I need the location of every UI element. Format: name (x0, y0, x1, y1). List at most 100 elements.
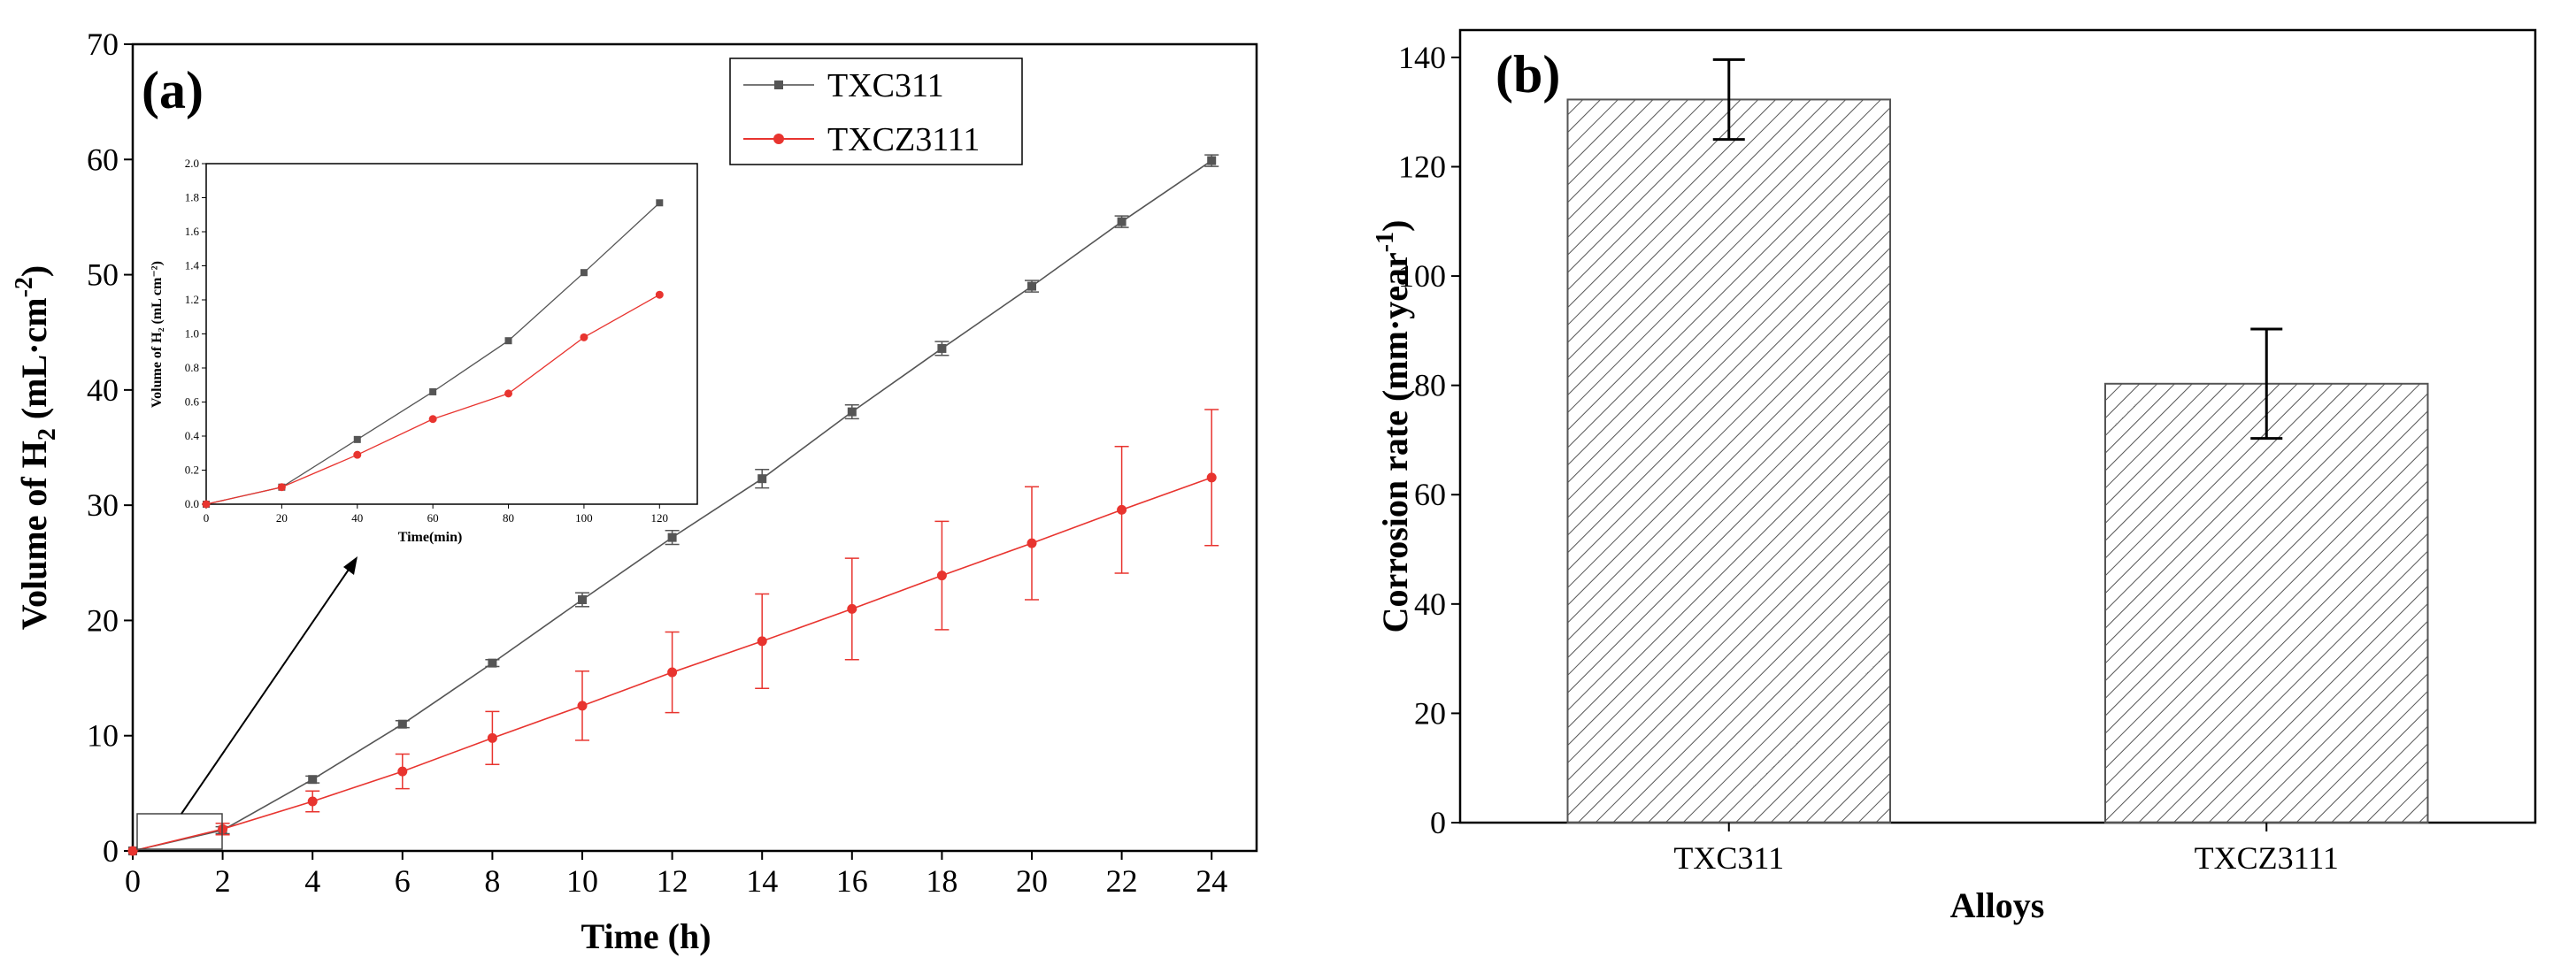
x-tick-label: 4 (304, 863, 320, 899)
x-tick-label: 0 (125, 863, 141, 899)
data-point (127, 846, 138, 856)
legend-box (729, 57, 1023, 165)
inset-data-point (655, 290, 664, 299)
panel-a-frame (131, 42, 1258, 853)
inset-y-tick-label: 1.2 (185, 293, 199, 306)
y-tick-label: 80 (1414, 368, 1446, 403)
bar-txcz3111 (2104, 382, 2429, 824)
data-point (847, 603, 857, 614)
inset-data-point (580, 269, 588, 277)
inset-data-point (277, 483, 286, 492)
inset-y-tick-label: 0.0 (185, 497, 199, 510)
panel-a-y-axis-title: Volume of H2 (mL·cm-2) (11, 265, 61, 630)
legend-label-txcz3111: TXCZ3111 (827, 121, 980, 158)
x-tick-label: 18 (926, 863, 957, 899)
panel-a-legend: TXC311 TXCZ3111 (729, 57, 1023, 165)
data-point (1117, 504, 1127, 515)
inset-data-point (428, 415, 437, 424)
legend-label-txc311: TXC311 (827, 67, 944, 104)
x-tick-label-txc311: TXC311 (1673, 840, 1784, 876)
inset-y-tick-label: 0.4 (185, 429, 200, 442)
inset-data-point (353, 450, 362, 459)
data-point (308, 775, 318, 785)
data-point (1027, 281, 1036, 291)
data-point (667, 532, 677, 542)
panel-a-label: (a) (142, 61, 204, 119)
data-point (667, 667, 678, 678)
data-point (936, 571, 947, 581)
data-point (397, 766, 408, 777)
x-tick-label: 12 (657, 863, 688, 899)
inset-y-tick-label: 1.4 (185, 259, 200, 272)
inset-background (206, 164, 697, 504)
panel-a-x-ticks: 0 2 4 6 8 10 12 14 16 18 20 22 24 (125, 851, 1227, 899)
y-tick-label: 50 (87, 257, 119, 293)
inset-y-tick-label: 0.6 (185, 395, 200, 409)
zoom-box (136, 813, 223, 850)
panel-b-bars-layer: TXC311 TXCZ3111 (1566, 57, 2429, 876)
inset-data-point (202, 500, 211, 509)
data-point (1206, 472, 1217, 483)
inset-data-point (504, 389, 513, 398)
panel-b-y-ticks: 0 20 40 60 80 100 120 140 (1398, 40, 1460, 840)
inset-x-tick-label: 100 (575, 511, 593, 525)
y-tick-label: 100 (1398, 258, 1446, 294)
inset-data-point (656, 199, 664, 207)
panel-b-x-axis-title: Alloys (1950, 885, 2045, 925)
data-point (578, 594, 587, 604)
x-tick-label: 16 (836, 863, 868, 899)
x-tick-label: 24 (1196, 863, 1227, 899)
inset-y-tick-label: 0.2 (185, 464, 199, 477)
data-point (1117, 217, 1127, 226)
inset-chart: 0.0 0.2 0.4 0.6 0.8 1.0 1.2 1.4 1.6 1.8 2.0 0 20 40 6… (150, 157, 698, 545)
inset-y-tick-label: 2.0 (185, 157, 199, 170)
data-point (847, 407, 857, 417)
x-tick-label: 14 (746, 863, 778, 899)
inset-x-tick-label: 20 (276, 511, 288, 525)
panel-a-y-ticks: 0 10 20 30 40 50 60 70 (87, 27, 133, 869)
inset-data-point (429, 387, 437, 395)
panel-b: (b) 0 20 40 60 80 100 120 140 TXC311 TXCZ3111 Co… (1372, 28, 2537, 925)
inset-x-tick-label: 120 (651, 511, 669, 525)
data-point (1207, 156, 1217, 165)
legend-marker-txcz3111 (773, 134, 784, 144)
inset-y-tick-label: 1.6 (185, 225, 200, 238)
x-tick-label-txcz3111: TXCZ3111 (2195, 840, 2339, 876)
inset-x-tick-label: 80 (503, 511, 514, 525)
x-tick-label: 22 (1106, 863, 1138, 899)
legend-marker-txc311 (774, 80, 783, 89)
y-tick-label: 70 (87, 27, 119, 62)
y-tick-label: 20 (87, 602, 119, 638)
panel-a-series-layer (127, 154, 1219, 856)
panel-b-label: (b) (1496, 45, 1560, 103)
x-tick-label: 10 (566, 863, 598, 899)
x-tick-label: 20 (1016, 863, 1048, 899)
data-point (1027, 538, 1037, 548)
y-tick-label: 0 (1430, 805, 1446, 840)
y-tick-label: 40 (87, 372, 119, 408)
data-point (757, 636, 767, 647)
x-tick-label: 6 (395, 863, 411, 899)
bar-txc311 (1566, 98, 1891, 824)
data-point (307, 796, 318, 807)
y-tick-label: 20 (1414, 695, 1446, 731)
inset-x-tick-label: 0 (204, 511, 210, 525)
y-tick-label: 140 (1398, 40, 1446, 75)
inset-x-ticks: 0 20 40 60 80 100 120 (204, 504, 668, 525)
inset-y-tick-label: 1.0 (185, 327, 199, 341)
data-point (757, 474, 767, 484)
y-tick-label: 120 (1398, 149, 1446, 184)
y-tick-label: 0 (103, 833, 119, 869)
inset-data-point (580, 333, 588, 341)
y-tick-label: 30 (87, 487, 119, 523)
inset-y-tick-label: 0.8 (185, 361, 199, 374)
inset-y-ticks: 0.0 0.2 0.4 0.6 0.8 1.0 1.2 1.4 1.6 1.8 2.0 (185, 157, 206, 510)
x-tick-label: 8 (484, 863, 500, 899)
inset-y-tick-label: 1.8 (185, 191, 199, 204)
x-tick-label: 2 (215, 863, 231, 899)
inset-y-axis-title: Volume of H₂ (mL cm⁻²) (150, 261, 165, 408)
data-point (937, 343, 947, 353)
inset-x-tick-label: 40 (351, 511, 363, 525)
